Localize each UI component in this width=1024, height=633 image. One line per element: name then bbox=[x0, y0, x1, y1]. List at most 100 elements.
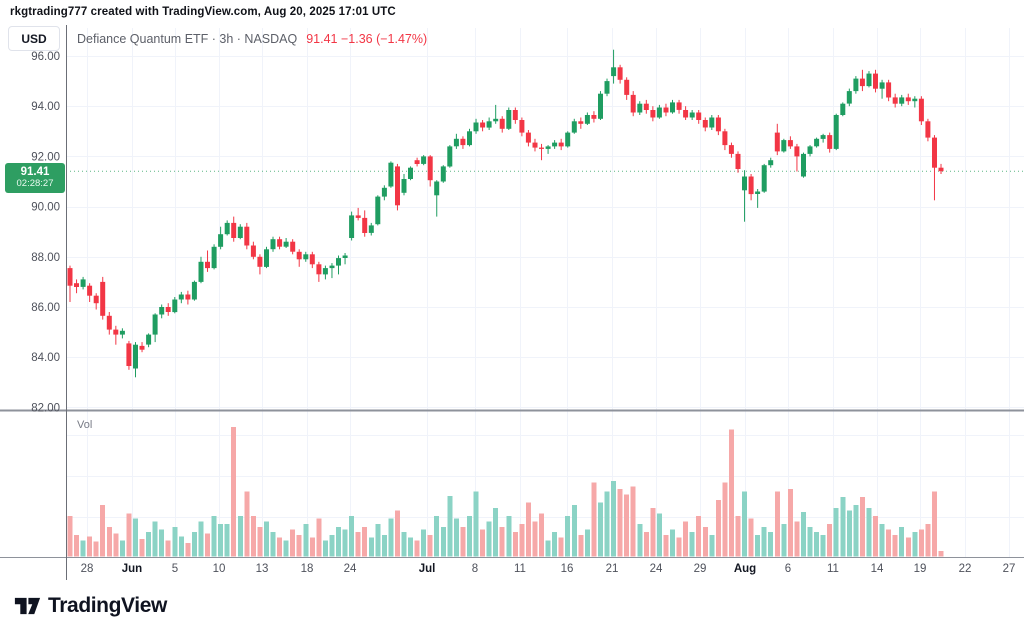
volume-bar bbox=[702, 526, 708, 557]
candle-body bbox=[342, 255, 348, 258]
tradingview-logo-icon bbox=[14, 597, 41, 615]
volume-bar bbox=[624, 494, 630, 557]
volume-bar bbox=[205, 533, 210, 557]
volume-bar bbox=[670, 529, 675, 557]
candle-body bbox=[277, 239, 283, 247]
candle-body bbox=[106, 315, 112, 330]
volume-bar bbox=[237, 516, 243, 557]
volume-bar bbox=[493, 507, 499, 557]
candle-body bbox=[290, 241, 296, 252]
candle-body bbox=[191, 281, 197, 300]
volume-bar bbox=[401, 532, 407, 557]
time-tick-label: 5 bbox=[172, 563, 178, 575]
candle-body bbox=[768, 160, 774, 166]
candle-body bbox=[742, 176, 747, 191]
volume-bar bbox=[558, 537, 564, 557]
volume-bar bbox=[742, 491, 747, 557]
price-tick-label: 94.00 bbox=[31, 101, 60, 113]
volume-bar bbox=[748, 518, 754, 557]
candle-body bbox=[257, 256, 263, 267]
candle-body bbox=[512, 110, 518, 120]
candle-body bbox=[925, 121, 931, 138]
volume-bar bbox=[486, 521, 492, 557]
attribution-text: rkgtrading777 created with TradingView.c… bbox=[10, 6, 396, 18]
candle-body bbox=[801, 153, 806, 177]
candle-body bbox=[244, 226, 250, 246]
volume-bar bbox=[552, 532, 558, 557]
volume-bar bbox=[938, 551, 944, 557]
candle-body bbox=[74, 283, 79, 287]
candle-body bbox=[525, 132, 531, 143]
candle-body bbox=[794, 146, 800, 157]
volume-bar bbox=[565, 516, 571, 557]
volume-bar bbox=[277, 537, 283, 557]
candle-body bbox=[440, 166, 446, 182]
volume-bar bbox=[303, 524, 309, 557]
candle-body bbox=[774, 132, 780, 152]
candle-body bbox=[748, 176, 754, 195]
candle-body bbox=[670, 102, 675, 113]
volume-bar bbox=[532, 521, 538, 557]
candle-body bbox=[126, 343, 132, 366]
volume-bar bbox=[545, 540, 551, 557]
time-tick-label: 29 bbox=[694, 563, 707, 575]
volume-bar bbox=[264, 521, 269, 557]
candle-body bbox=[715, 117, 721, 132]
volume-bar bbox=[512, 532, 518, 557]
candle-body bbox=[624, 79, 630, 95]
volume-bar bbox=[846, 510, 852, 557]
volume-bar bbox=[932, 491, 937, 557]
candle-body bbox=[853, 78, 859, 92]
candle-body bbox=[859, 78, 865, 87]
volume-bar bbox=[840, 497, 846, 557]
candle-body bbox=[205, 261, 210, 269]
candle-body bbox=[814, 138, 820, 147]
candle-body bbox=[473, 122, 479, 132]
volume-bar bbox=[460, 526, 466, 557]
candle-body bbox=[172, 299, 178, 313]
volume-bar bbox=[473, 491, 479, 557]
candle-body bbox=[362, 217, 368, 233]
currency-toggle-button[interactable]: USD bbox=[8, 26, 60, 51]
candle-body bbox=[87, 285, 93, 296]
candle-body bbox=[827, 135, 833, 149]
volume-bar bbox=[525, 502, 531, 557]
volume-bar bbox=[172, 526, 178, 557]
volume-bar bbox=[814, 532, 820, 557]
candle-body bbox=[309, 254, 315, 265]
volume-bar bbox=[598, 502, 603, 557]
volume-bar bbox=[774, 491, 780, 557]
symbol-descriptor[interactable]: Defiance Quantum ETF · 3h · NASDAQ bbox=[77, 32, 298, 46]
candle-body bbox=[460, 138, 466, 146]
candle-body bbox=[270, 239, 276, 250]
candle-body bbox=[401, 179, 407, 193]
volume-bar bbox=[93, 541, 99, 557]
volume-bar bbox=[683, 521, 689, 557]
tradingview-logo[interactable]: TradingView bbox=[14, 594, 167, 618]
candle-body bbox=[336, 258, 341, 266]
candle-body bbox=[879, 82, 885, 89]
volume-bar bbox=[728, 429, 734, 557]
candle-body bbox=[414, 160, 420, 164]
candle-body bbox=[643, 103, 649, 110]
time-tick-label: 24 bbox=[650, 563, 663, 575]
time-tick-label: 16 bbox=[561, 563, 574, 575]
candle-body bbox=[676, 102, 682, 110]
time-tick-label: 10 bbox=[213, 563, 226, 575]
volume-bar bbox=[735, 516, 741, 557]
candle-body bbox=[408, 167, 413, 179]
candle-body bbox=[434, 181, 440, 196]
last-price-value: 91.41 bbox=[20, 166, 50, 179]
time-tick-label: 27 bbox=[1003, 563, 1016, 575]
candle-body bbox=[165, 307, 171, 312]
last-price-axis-label[interactable]: 91.41 02:28:27 bbox=[5, 163, 65, 193]
volume-bar bbox=[408, 537, 413, 557]
candle-body bbox=[224, 222, 230, 235]
volume-bar bbox=[571, 505, 577, 557]
volume-bar bbox=[650, 507, 656, 557]
volume-bar bbox=[296, 534, 302, 557]
volume-bar bbox=[106, 526, 112, 557]
time-tick-label: 22 bbox=[959, 563, 972, 575]
candle-body bbox=[421, 156, 427, 164]
